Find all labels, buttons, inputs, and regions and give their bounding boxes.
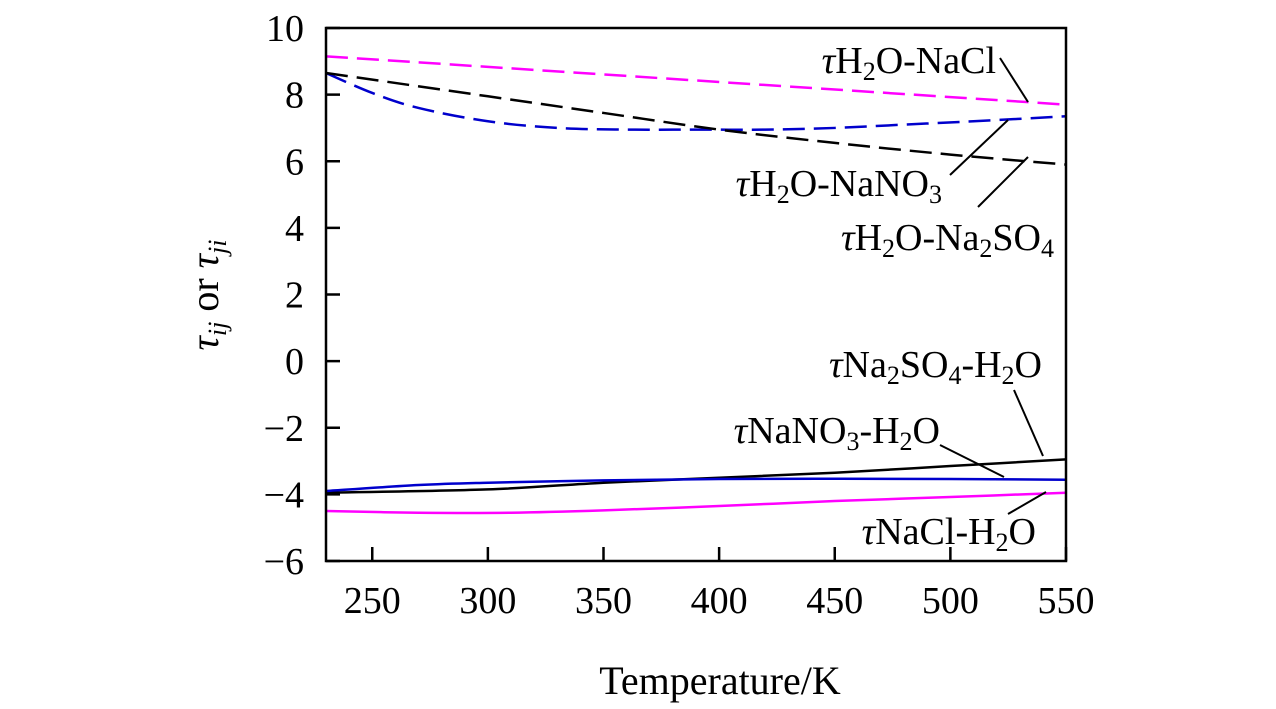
- leader-line-h2o_na2so4: [977, 156, 1029, 208]
- series-label-part: 2: [979, 234, 992, 263]
- series-label-na2so4_h2o: τNa2SO4-H2O: [829, 344, 1042, 390]
- series-label-part: 2: [777, 180, 790, 209]
- y-axis-title-tau-2: τ: [182, 252, 227, 268]
- series-label-part: SO: [900, 344, 949, 386]
- series-label-part: O: [1015, 344, 1042, 386]
- y-tick-label--6: −6: [264, 541, 304, 583]
- leader-line-h2o_nano3: [949, 119, 1009, 176]
- ticks-layer: 250 300 350 400 450 500 550 −6 −4 −2 0 2 4 6 8 10: [264, 8, 1095, 622]
- series-label-part: Na: [843, 344, 887, 386]
- y-tick-label-2: 2: [285, 275, 304, 317]
- series-label-part: O-Na: [895, 217, 980, 259]
- leader-line-h2o_nacl: [999, 57, 1029, 103]
- x-tick-label-250: 250: [344, 580, 401, 622]
- series-line-na2so4_h2o: [325, 458, 1067, 494]
- x-tick-label-450: 450: [806, 580, 863, 622]
- series-label-part: 2: [1002, 361, 1015, 390]
- series-label-part: 2: [900, 427, 913, 456]
- plot-frame: [324, 26, 1068, 563]
- y-tick-label--2: −2: [264, 408, 304, 450]
- y-tick-label-8: 8: [285, 75, 304, 117]
- y-axis-title-sub-2: ji: [203, 240, 232, 257]
- leader-line-na2so4_h2o: [1013, 389, 1044, 457]
- series-label-part: 2: [996, 528, 1009, 557]
- series-label-part: O-NaNO: [790, 163, 929, 205]
- series-line-nano3_h2o: [325, 477, 1067, 493]
- series-label-part: H: [749, 163, 776, 205]
- x-tick-label-300: 300: [459, 580, 516, 622]
- series-label-part: τ: [862, 511, 877, 553]
- series-line-h2o_nano3: [325, 71, 1067, 131]
- series-label-part: τ: [822, 40, 837, 82]
- series-label-part: τ: [734, 410, 749, 452]
- series-label-h2o_nacl: τH2O-NaCl: [822, 40, 996, 86]
- series-label-part: 4: [1041, 234, 1054, 263]
- leader-line-nacl_h2o: [1007, 491, 1047, 515]
- series-label-part: 2: [863, 57, 876, 86]
- series-layer: [325, 55, 1067, 515]
- y-axis-title-tau-1: τ: [182, 334, 227, 350]
- series-label-part: 2: [887, 361, 900, 390]
- y-tick-label--4: −4: [264, 474, 304, 516]
- series-label-part: 2: [882, 234, 895, 263]
- series-label-part: τ: [736, 163, 751, 205]
- series-label-part: 3: [929, 180, 942, 209]
- series-label-part: τ: [829, 344, 844, 386]
- series-label-part: NaNO: [747, 410, 846, 452]
- series-line-nacl_h2o: [325, 491, 1067, 515]
- y-axis-title-sub-1: ij: [203, 322, 232, 336]
- series-label-part: SO: [992, 217, 1041, 259]
- series-label-part: O-NaCl: [876, 40, 996, 82]
- x-axis-title: Temperature/K: [599, 658, 841, 703]
- series-label-part: H: [835, 40, 862, 82]
- series-label-part: O: [913, 410, 940, 452]
- leader-line-nano3_h2o: [939, 444, 1005, 478]
- series-label-nano3_h2o: τNaNO3-H2O: [734, 410, 940, 456]
- series-label-h2o_nano3: τH2O-NaNO3: [736, 163, 942, 209]
- x-tick-label-550: 550: [1038, 580, 1095, 622]
- labels-layer: τH2O-NaClτH2O-NaNO3τH2O-Na2SO4τNa2SO4-H2…: [734, 40, 1054, 557]
- series-label-part: O: [1009, 511, 1036, 553]
- leaders-layer: [939, 57, 1047, 515]
- series-label-part: -H: [859, 410, 899, 452]
- series-line-h2o_na2so4: [325, 71, 1067, 166]
- y-axis-title: τij or τji: [182, 240, 232, 351]
- x-tick-label-350: 350: [575, 580, 632, 622]
- series-label-part: -H: [961, 344, 1001, 386]
- series-label-part: τ: [841, 217, 856, 259]
- series-line-h2o_nacl: [325, 55, 1067, 106]
- series-label-part: NaCl-H: [875, 511, 995, 553]
- y-axis-title-or: or: [182, 268, 227, 321]
- series-label-h2o_na2so4: τH2O-Na2SO4: [841, 217, 1054, 263]
- series-label-part: 3: [846, 427, 859, 456]
- series-label-part: H: [855, 217, 882, 259]
- x-tick-label-500: 500: [922, 580, 979, 622]
- y-tick-label-10: 10: [266, 8, 304, 50]
- y-tick-label-0: 0: [285, 341, 304, 383]
- x-tick-label-400: 400: [691, 580, 748, 622]
- y-tick-label-4: 4: [285, 208, 304, 250]
- series-label-part: 4: [948, 361, 961, 390]
- series-label-nacl_h2o: τNaCl-H2O: [862, 511, 1036, 557]
- y-tick-label-6: 6: [285, 141, 304, 183]
